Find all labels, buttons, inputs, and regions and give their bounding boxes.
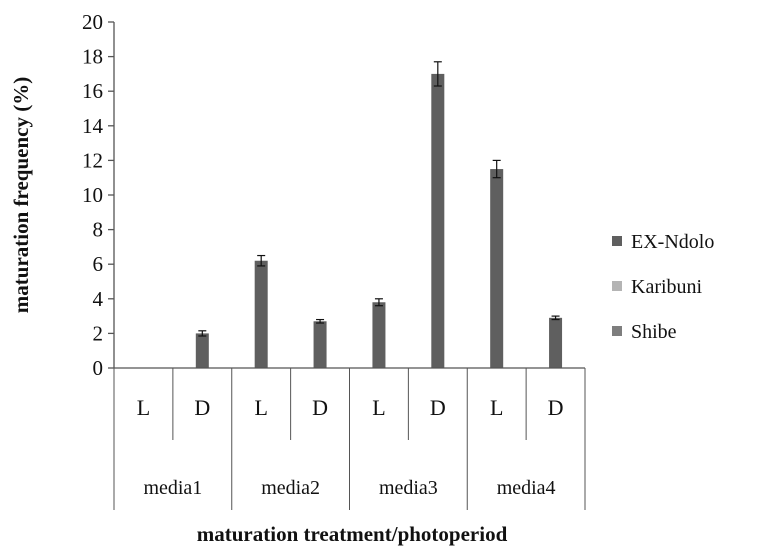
- bar: [254, 260, 268, 368]
- x-group-label: media2: [261, 477, 320, 499]
- x-axis-title: maturation treatment/photoperiod: [197, 522, 508, 546]
- y-tick-label: 10: [82, 183, 103, 207]
- legend-label: Karibuni: [631, 276, 703, 298]
- y-axis: 0 2 4 6 8 10 12 14 16 18 20: [82, 10, 115, 380]
- x-category-label: L: [254, 395, 267, 420]
- bars: [195, 61, 563, 369]
- y-tick-label: 4: [93, 287, 104, 311]
- legend-swatch: [612, 326, 622, 336]
- x-category-label: D: [312, 395, 328, 420]
- y-tick-label: 2: [93, 321, 104, 345]
- y-tick-label: 14: [82, 114, 104, 138]
- bar: [313, 321, 327, 368]
- x-category-label: L: [490, 395, 503, 420]
- x-group-label: media4: [497, 477, 556, 499]
- x-category-label: D: [194, 395, 210, 420]
- x-group-label: media3: [379, 477, 438, 499]
- legend-label: Shibe: [631, 321, 677, 343]
- x-category-label: L: [372, 395, 385, 420]
- legend-swatch: [612, 281, 622, 291]
- bar: [490, 169, 504, 368]
- x-category-label: D: [548, 395, 564, 420]
- x-group-label: media1: [143, 477, 202, 499]
- bar: [372, 302, 386, 368]
- y-tick-label: 6: [93, 252, 104, 276]
- y-tick-label: 18: [82, 45, 103, 69]
- y-tick-label: 0: [93, 356, 104, 380]
- bar: [431, 73, 445, 369]
- y-tick-label: 20: [82, 10, 103, 34]
- legend-label: EX-Ndolo: [631, 231, 714, 253]
- legend-swatch: [612, 236, 622, 246]
- bar: [195, 333, 209, 368]
- y-tick-label: 12: [82, 148, 103, 172]
- x-category-label: L: [137, 395, 150, 420]
- legend: EX-Ndolo Karibuni Shibe: [612, 231, 714, 343]
- bar: [549, 317, 563, 368]
- y-axis-title: maturation frequency (%): [9, 77, 33, 313]
- y-tick-label: 16: [82, 79, 103, 103]
- x-category-label: D: [430, 395, 446, 420]
- y-tick-label: 8: [93, 218, 104, 242]
